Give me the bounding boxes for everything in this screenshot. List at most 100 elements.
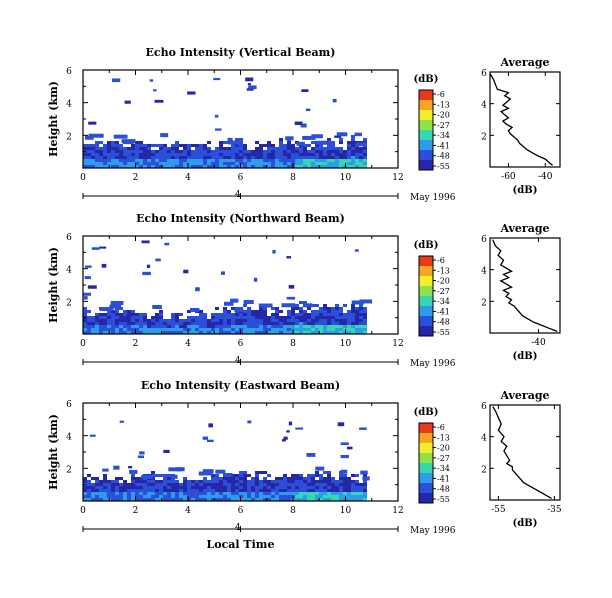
colorbar-tick-label: -55 [437,328,450,337]
heat-cell [275,477,279,480]
heat-cell [119,477,123,480]
heat-cell [291,474,295,477]
heat-cell [131,498,135,501]
heat-cell [327,492,331,495]
panel-title: Echo Intensity (Eastward Beam) [141,379,340,392]
heat-cell [91,322,95,325]
heat-cell [131,331,135,334]
heat-cell [99,150,103,153]
heat-cell [275,147,279,150]
heat-cell [311,483,315,486]
heat-cell [299,477,303,480]
heat-cell [331,498,335,501]
y-tick-label: 6 [66,400,72,410]
heat-cell [99,480,103,483]
colorbar-band [419,479,433,482]
heat-cell [343,480,347,483]
heat-cell [323,153,327,156]
colorbar-tick-label: -55 [437,162,450,171]
heat-cell [287,486,291,489]
heat-cell [103,331,107,334]
heat-cell [311,319,315,322]
heat-cell [211,492,215,495]
heat-cell [143,483,147,486]
heat-cell [155,322,159,325]
x-tick-label: 4 [185,506,191,516]
heat-cell [347,313,351,316]
colorbar-tick-label: -13 [437,433,450,442]
heat-cell [251,319,255,322]
heat-cell [119,165,123,168]
heat-cell [179,486,183,489]
heat-cell [175,156,179,159]
heat-cell [143,165,147,168]
heat-cell [103,328,107,331]
heat-cell [351,159,355,162]
heat-cell [271,316,275,319]
heat-cell [83,331,87,334]
heat-cell [147,483,151,486]
heat-cell [123,325,127,328]
heat-cell [239,153,243,156]
heat-cell [331,328,335,331]
heat-cell [275,331,279,334]
heat-cell [355,322,359,325]
echo-speck [295,427,304,430]
heat-cell [131,328,135,331]
heat-cell [215,307,219,310]
heat-cell [283,489,287,492]
heat-cell [347,322,351,325]
average-frame [489,71,561,168]
heat-cell [219,165,223,168]
heat-cell [327,489,331,492]
heat-cell [207,486,211,489]
heat-cell [199,325,203,328]
heat-cell [159,313,163,316]
heat-cell [91,489,95,492]
heat-cell [163,331,167,334]
heat-cell [315,319,319,322]
heat-cell [355,310,359,313]
heat-cell [223,495,227,498]
heat-cell [203,162,207,165]
heat-cell [115,141,119,144]
heat-cell [115,150,119,153]
heat-cell [131,165,135,168]
heat-cell [363,153,367,156]
heat-cell [179,328,183,331]
heat-cell [335,159,339,162]
heat-cell [99,156,103,159]
heat-cell [327,480,331,483]
heat-cell [219,144,223,147]
heat-cell [171,480,175,483]
echo-speck [281,303,296,308]
heat-cell [139,144,143,147]
heat-cell [331,162,335,165]
heat-cell [283,150,287,153]
echo-speck [101,263,107,268]
heat-cell [319,162,323,165]
heat-cell [299,492,303,495]
heat-cell [99,159,103,162]
y-tick-label: 4 [481,101,487,111]
heat-cell [211,316,215,319]
heat-cell [243,480,247,483]
heat-cell [251,486,255,489]
colorbar-band [419,148,433,151]
heat-cell [247,162,251,165]
heat-cell [291,483,295,486]
heat-cell [315,150,319,153]
colorbar-band [419,451,433,454]
heat-cell [335,304,339,307]
heat-cell [211,325,215,328]
colorbar-band [419,284,433,287]
colorbar-tick-label: -34 [437,131,450,140]
echo-speck [129,469,138,474]
heat-cell [291,486,295,489]
heat-cell [335,153,339,156]
heat-cell [291,316,295,319]
heat-cell [307,486,311,489]
heat-cell [115,480,119,483]
y-tick-label: 6 [481,235,487,245]
heat-cell [327,159,331,162]
